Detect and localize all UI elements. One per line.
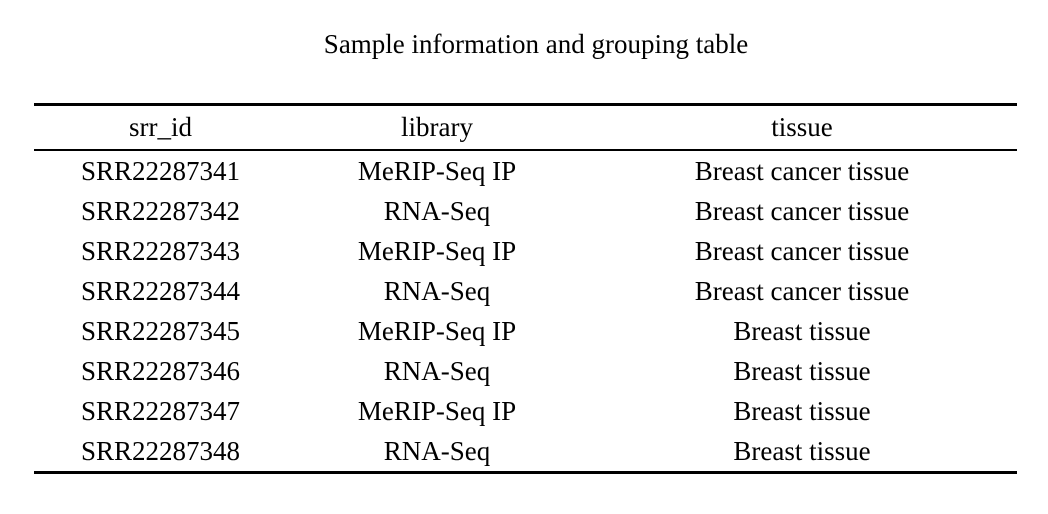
table-row: SRR22287346 RNA-Seq Breast tissue bbox=[34, 351, 1017, 391]
cell-library: RNA-Seq bbox=[383, 435, 491, 466]
cell-tissue: Breast tissue bbox=[733, 435, 871, 466]
cell-tissue: Breast tissue bbox=[733, 355, 871, 386]
cell-srr-id: SRR22287342 bbox=[80, 195, 241, 226]
cell-library: RNA-Seq bbox=[383, 355, 491, 386]
cell-tissue: Breast cancer tissue bbox=[694, 155, 910, 186]
cell-library: MeRIP-Seq IP bbox=[357, 315, 517, 346]
cell-library: MeRIP-Seq IP bbox=[357, 235, 517, 266]
table-header-row: srr_id library tissue bbox=[34, 104, 1017, 150]
table-row: SRR22287348 RNA-Seq Breast tissue bbox=[34, 431, 1017, 473]
cell-srr-id: SRR22287343 bbox=[80, 235, 241, 266]
cell-library: RNA-Seq bbox=[383, 195, 491, 226]
cell-srr-id: SRR22287348 bbox=[80, 435, 241, 466]
cell-srr-id: SRR22287345 bbox=[80, 315, 241, 346]
cell-srr-id: SRR22287346 bbox=[80, 355, 241, 386]
cell-tissue: Breast cancer tissue bbox=[694, 275, 910, 306]
cell-tissue: Breast tissue bbox=[733, 315, 871, 346]
cell-srr-id: SRR22287344 bbox=[80, 275, 241, 306]
cell-tissue: Breast cancer tissue bbox=[694, 195, 910, 226]
cell-tissue: Breast tissue bbox=[733, 395, 871, 426]
cell-srr-id: SRR22287347 bbox=[80, 395, 241, 426]
cell-library: MeRIP-Seq IP bbox=[357, 155, 517, 186]
column-header-library: library bbox=[401, 112, 473, 142]
table-row: SRR22287341 MeRIP-Seq IP Breast cancer t… bbox=[34, 150, 1017, 191]
table-row: SRR22287347 MeRIP-Seq IP Breast tissue bbox=[34, 391, 1017, 431]
cell-library: RNA-Seq bbox=[383, 275, 491, 306]
column-header-tissue: tissue bbox=[771, 112, 833, 142]
cell-tissue: Breast cancer tissue bbox=[694, 235, 910, 266]
sample-table: srr_id library tissue SRR22287341 MeRIP-… bbox=[34, 103, 1017, 474]
column-header-srr-id: srr_id bbox=[129, 112, 192, 142]
table-row: SRR22287344 RNA-Seq Breast cancer tissue bbox=[34, 271, 1017, 311]
cell-library: MeRIP-Seq IP bbox=[357, 395, 517, 426]
table-row: SRR22287342 RNA-Seq Breast cancer tissue bbox=[34, 191, 1017, 231]
table-row: SRR22287345 MeRIP-Seq IP Breast tissue bbox=[34, 311, 1017, 351]
table-row: SRR22287343 MeRIP-Seq IP Breast cancer t… bbox=[34, 231, 1017, 271]
cell-srr-id: SRR22287341 bbox=[80, 155, 241, 186]
table-caption: Sample information and grouping table bbox=[323, 29, 749, 59]
